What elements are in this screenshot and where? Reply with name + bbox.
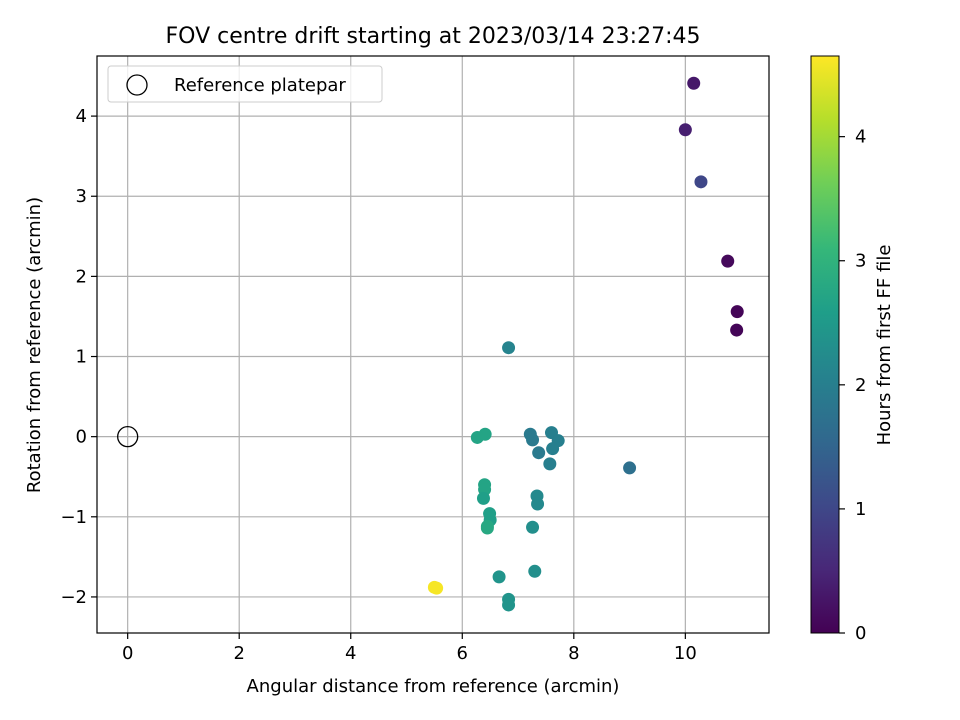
data-point (678, 123, 692, 137)
data-point (721, 254, 735, 268)
legend: Reference platepar (107, 65, 383, 103)
plot-frame (96, 55, 770, 634)
data-points (117, 76, 744, 612)
y-tick-label: 3 (76, 186, 87, 207)
x-tick-label: 2 (233, 643, 244, 664)
data-point (502, 598, 516, 612)
data-point (694, 175, 708, 189)
data-point (687, 76, 701, 90)
y-tick-label: 2 (76, 266, 87, 287)
legend-box (107, 65, 383, 103)
y-axis-label: Rotation from reference (arcmin) (24, 197, 45, 493)
data-point (476, 491, 490, 505)
data-point (526, 520, 540, 534)
x-tick-label: 10 (674, 643, 697, 664)
y-tick-label: 0 (76, 427, 87, 448)
y-tick-label: −2 (60, 587, 87, 608)
x-tick-label: 6 (457, 643, 468, 664)
data-point (492, 570, 506, 584)
data-point (480, 521, 494, 535)
y-axis: −2 −1 0 1 2 3 4 (60, 106, 97, 608)
colorbar-label: Hours from first FF file (874, 245, 895, 446)
y-tick-label: 4 (76, 106, 87, 127)
grid (97, 56, 769, 633)
data-point (730, 305, 744, 319)
data-point (546, 442, 560, 456)
colorbar-tick-label: 1 (855, 499, 866, 520)
data-point (531, 497, 545, 511)
data-point (430, 581, 444, 595)
colorbar-tick-label: 0 (855, 623, 866, 644)
x-tick-label: 4 (345, 643, 356, 664)
data-point (502, 341, 516, 355)
x-axis: 0 2 4 6 8 10 (122, 633, 697, 664)
colorbar-tick-label: 2 (855, 375, 866, 396)
x-tick-label: 8 (568, 643, 579, 664)
data-point (526, 433, 540, 447)
y-tick-label: 1 (76, 347, 87, 368)
chart-title: FOV centre drift starting at 2023/03/14 … (166, 24, 701, 49)
data-point (532, 446, 546, 460)
data-point (730, 323, 744, 337)
data-point (528, 564, 542, 578)
y-tick-label: −1 (60, 507, 87, 528)
x-tick-label: 0 (122, 643, 133, 664)
legend-label: Reference platepar (174, 75, 346, 96)
colorbar-tick-label: 4 (855, 127, 866, 148)
colorbar-tick-label: 3 (855, 251, 866, 272)
data-point (543, 457, 557, 471)
colorbar-gradient (810, 55, 840, 634)
x-axis-label: Angular distance from reference (arcmin) (247, 676, 620, 697)
reference-point (117, 426, 139, 448)
colorbar-ticks: 0 1 2 3 4 (839, 127, 866, 644)
colorbar: 0 1 2 3 4 Hours from first FF file (810, 55, 895, 644)
legend-marker (126, 74, 148, 96)
data-point (623, 461, 637, 475)
data-point (470, 430, 484, 444)
